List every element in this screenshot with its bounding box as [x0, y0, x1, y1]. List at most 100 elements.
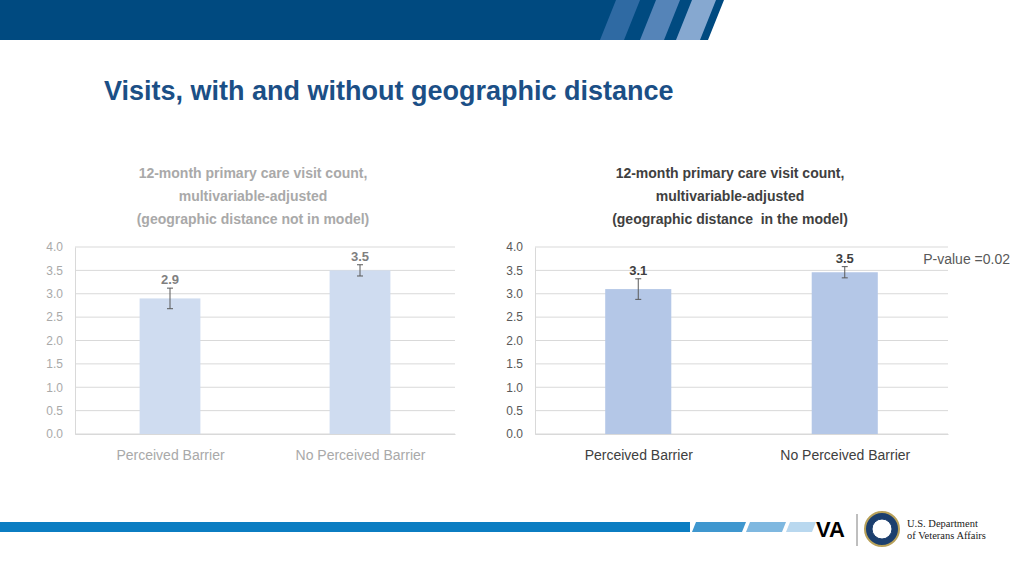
bar — [140, 298, 201, 434]
grid-line — [75, 247, 455, 248]
grid-line — [75, 270, 455, 271]
error-bar — [842, 267, 848, 278]
grid-line — [535, 387, 948, 388]
agency-name: of Veterans Affairs — [907, 530, 986, 541]
x-tick: Perceived Barrier — [116, 434, 224, 463]
chart-title: multivariable-adjusted — [179, 188, 328, 204]
x-tick-label: No Perceived Barrier — [780, 447, 910, 463]
y-tick: 1.5 — [46, 357, 75, 371]
x-tick-label: Perceived Barrier — [116, 447, 224, 463]
x-tick: Perceived Barrier — [585, 434, 693, 463]
grid-line — [535, 317, 948, 318]
data-label: 3.5 — [836, 251, 854, 266]
grid — [75, 247, 455, 434]
grid-line — [535, 363, 948, 364]
chart: 12-month primary care visit count,multiv… — [506, 165, 1010, 463]
grid-line — [535, 247, 948, 248]
y-tick: 3.0 — [506, 287, 535, 301]
slide-title: Visits, with and without geographic dist… — [104, 76, 674, 106]
header-bar — [0, 0, 1024, 40]
grid-line — [75, 434, 455, 435]
chart-title: (geographic distance not in model) — [137, 211, 370, 227]
y-tick-label: 0.0 — [46, 427, 63, 441]
y-tick: 1.0 — [46, 381, 75, 395]
y-tick: 4.0 — [46, 240, 75, 254]
y-tick-label: 0.5 — [46, 404, 63, 418]
header-stripe — [640, 0, 680, 40]
grid-line — [535, 293, 948, 294]
bar — [812, 272, 878, 434]
y-tick: 4.0 — [506, 240, 535, 254]
agency-name: U.S. Department — [907, 518, 978, 529]
y-tick-label: 1.0 — [46, 381, 63, 395]
y-tick-label: 2.5 — [46, 310, 63, 324]
header-stripe — [708, 0, 1024, 40]
data-labels: 3.1 3.5 — [629, 251, 854, 278]
error-bar — [635, 279, 641, 300]
chart-title: (geographic distance in the model) — [612, 211, 848, 227]
y-axis-line — [535, 248, 536, 435]
x-axis-line — [536, 434, 949, 435]
x-axis: Perceived Barrier No Perceived Barrier — [76, 434, 456, 463]
grid-line — [75, 317, 455, 318]
grid-line — [75, 340, 455, 341]
y-tick-label: 4.0 — [46, 240, 63, 254]
data-label: 3.5 — [351, 249, 369, 264]
plot-marks — [140, 265, 391, 434]
y-tick: 3.0 — [46, 287, 75, 301]
y-tick-label: 3.5 — [46, 264, 63, 278]
grid-line — [535, 340, 948, 341]
y-tick: 2.0 — [46, 334, 75, 348]
x-tick: No Perceived Barrier — [780, 434, 910, 463]
y-axis-line — [75, 248, 76, 435]
y-tick: 1.0 — [506, 381, 535, 395]
data-label: 2.9 — [161, 272, 179, 287]
grid-line — [535, 434, 948, 435]
y-tick: 0.5 — [46, 404, 75, 418]
y-tick: 0.5 — [506, 404, 535, 418]
bar — [330, 270, 391, 434]
bar — [605, 289, 671, 434]
grid-line — [75, 410, 455, 411]
data-label: 3.1 — [629, 263, 647, 278]
footer-stripe — [786, 522, 816, 532]
y-tick-label: 1.0 — [506, 381, 523, 395]
logo-divider — [857, 514, 858, 546]
y-tick: 1.5 — [506, 357, 535, 371]
y-tick: 2.5 — [46, 310, 75, 324]
y-tick: 2.0 — [506, 334, 535, 348]
grid-line — [75, 363, 455, 364]
seal-inner — [872, 519, 892, 539]
grid-line — [535, 410, 948, 411]
y-axis: 0.0 0.5 1.0 1.5 2.0 2.5 3.0 3.5 4.0 — [46, 240, 75, 441]
data-labels: 2.9 3.5 — [161, 249, 369, 287]
y-tick-label: 2.5 — [506, 310, 523, 324]
chart-title: 12-month primary care visit count, — [139, 165, 368, 181]
slide: Visits, with and without geographic dist… — [0, 0, 1024, 576]
y-tick: 3.5 — [506, 264, 535, 278]
chart: 12-month primary care visit count, multiv… — [46, 165, 455, 463]
error-bar — [357, 265, 363, 276]
annotation: P-value =0.02 — [923, 251, 1010, 267]
grid-line — [75, 387, 455, 388]
y-tick: 0.0 — [46, 427, 75, 441]
footer-stripe — [746, 522, 786, 532]
y-tick-label: 3.0 — [46, 287, 63, 301]
chart-title: 12-month primary care visit count, — [616, 165, 845, 181]
footer-stripe — [692, 522, 746, 532]
y-tick-label: 1.5 — [46, 357, 63, 371]
x-tick: No Perceived Barrier — [296, 434, 426, 463]
header-stripe — [676, 0, 716, 40]
y-tick-label: 3.0 — [506, 287, 523, 301]
x-axis-line — [76, 434, 456, 435]
grid-line — [535, 270, 948, 271]
y-tick-label: 4.0 — [506, 240, 523, 254]
error-bar — [167, 288, 173, 309]
x-tick-label: No Perceived Barrier — [296, 447, 426, 463]
y-tick: 2.5 — [506, 310, 535, 324]
grid — [535, 247, 948, 434]
y-tick: 0.0 — [506, 427, 535, 441]
footer-bar — [0, 522, 690, 532]
x-axis: Perceived Barrier No Perceived Barrier — [536, 434, 949, 463]
plot-marks — [605, 267, 878, 434]
